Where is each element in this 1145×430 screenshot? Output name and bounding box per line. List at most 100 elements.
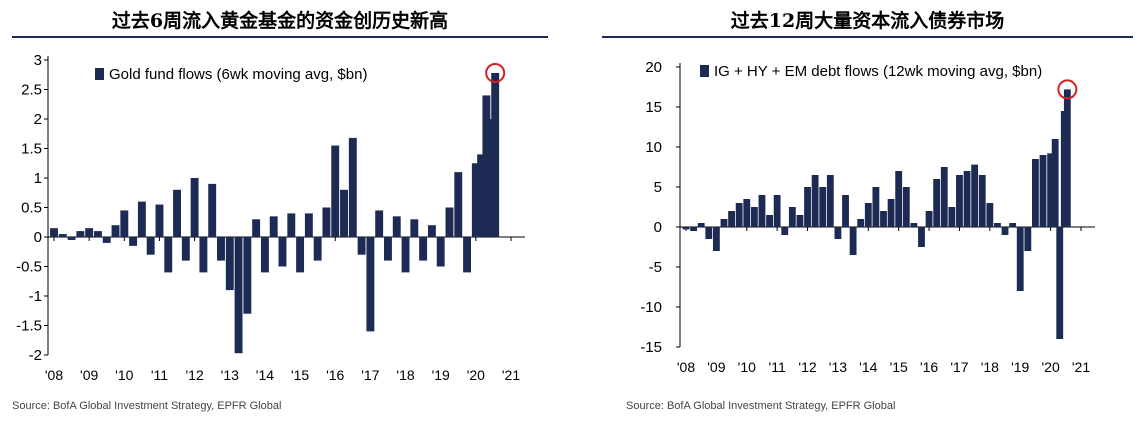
y-tick-label: 1.5 [21, 141, 42, 158]
bar [1032, 159, 1039, 227]
x-tick-label: '15 [291, 367, 309, 383]
bar [313, 237, 322, 261]
bar [986, 203, 994, 227]
bar [735, 203, 743, 227]
chart-title: 过去12周大量资本流入债券市场 [730, 10, 1005, 32]
bar [67, 237, 76, 240]
bar [682, 227, 690, 230]
x-tick-label: '08 [677, 359, 695, 375]
y-tick-label: -15 [640, 339, 662, 356]
bar [834, 227, 842, 239]
bar [252, 219, 261, 237]
bar [269, 216, 278, 237]
x-tick-label: '12 [185, 367, 203, 383]
bar [76, 231, 85, 237]
x-tick-label: '15 [890, 359, 908, 375]
bar [978, 175, 986, 227]
bar [50, 228, 58, 237]
bar [796, 215, 804, 227]
x-tick-label: '14 [256, 367, 274, 383]
x-tick-label: '08 [45, 367, 63, 383]
bar [85, 228, 94, 237]
title-rule [602, 36, 1133, 38]
x-tick-label: '16 [326, 367, 344, 383]
bar [392, 216, 401, 237]
bar [956, 175, 963, 227]
y-tick-label: 1 [34, 170, 42, 187]
highlight-circle [485, 62, 506, 83]
x-tick-label: '20 [467, 367, 485, 383]
bar [690, 227, 698, 231]
bar [410, 219, 419, 237]
bar [234, 237, 243, 354]
chart-title: 过去6周流入黄金基金的资金创历史新高 [111, 10, 449, 32]
bar [445, 207, 454, 237]
bar [1009, 223, 1017, 227]
bar [811, 175, 819, 227]
y-tick-label: 15 [645, 99, 662, 116]
bar [427, 225, 436, 237]
x-tick-label: '18 [396, 367, 414, 383]
bar [217, 237, 225, 261]
x-tick-label: '12 [798, 359, 816, 375]
bar [766, 215, 773, 227]
y-tick-label: 5 [654, 179, 662, 196]
bar [58, 234, 67, 237]
legend-label: IG + HY + EM debt flows (12wk moving avg… [714, 63, 1042, 80]
bar [304, 213, 313, 237]
highlight-circle [1057, 79, 1078, 100]
x-tick-label: '09 [80, 367, 98, 383]
y-tick-label: -1 [29, 288, 42, 305]
bar [190, 178, 199, 237]
bar [340, 189, 348, 237]
y-tick-label: -1.5 [16, 318, 42, 335]
y-tick-label: 0.5 [21, 200, 42, 217]
x-tick-label: '19 [432, 367, 450, 383]
bar [137, 201, 146, 237]
bar [1047, 153, 1055, 227]
bar [887, 199, 895, 227]
bar [120, 210, 129, 237]
x-tick-label: '21 [502, 367, 520, 383]
bar [348, 137, 357, 237]
y-tick-label: -10 [640, 299, 662, 316]
bar [436, 237, 445, 267]
x-tick-label: '10 [738, 359, 756, 375]
x-tick-label: '09 [707, 359, 725, 375]
bar [925, 211, 933, 227]
bar [1056, 227, 1064, 339]
bar [1001, 227, 1009, 235]
bar [826, 175, 834, 227]
x-tick-label: '13 [829, 359, 847, 375]
source-note: Source: BofA Global Investment Strategy,… [626, 400, 896, 412]
bar [994, 223, 1001, 227]
y-tick-label: 2 [34, 111, 42, 128]
bar [155, 204, 164, 237]
bar [322, 207, 331, 237]
legend-swatch [95, 68, 104, 80]
bar [758, 195, 766, 227]
bar [849, 227, 857, 255]
bar [111, 225, 120, 237]
y-tick-label: 0 [654, 219, 662, 236]
bar [963, 171, 971, 227]
bar [278, 237, 287, 267]
chart-panel-debt: 过去12周大量资本流入债券市场 20 15 10 5 0 -5 -10 -15 '08 '09 '1… [590, 0, 1145, 430]
x-tick-label: '17 [950, 359, 968, 375]
bar [697, 223, 705, 227]
x-tick-label: '11 [151, 367, 168, 383]
x-tick-label: '17 [361, 367, 379, 383]
bar [477, 154, 486, 237]
x-tick-label: '16 [920, 359, 938, 375]
bar [401, 237, 410, 273]
bar [357, 237, 366, 255]
bar [225, 237, 234, 291]
bar [129, 237, 138, 246]
chart-panel-gold: 过去6周流入黄金基金的资金创历史新高 3 2.5 2 1.5 1 0.5 0 -0.5 -1 -1… [0, 0, 560, 430]
bar [773, 195, 781, 227]
bar [287, 213, 296, 237]
x-tick-label: '14 [859, 359, 877, 375]
source-note: Source: BofA Global Investment Strategy,… [12, 400, 282, 412]
x-tick-label: '19 [1011, 359, 1029, 375]
y-tick-label: 0 [34, 229, 42, 246]
